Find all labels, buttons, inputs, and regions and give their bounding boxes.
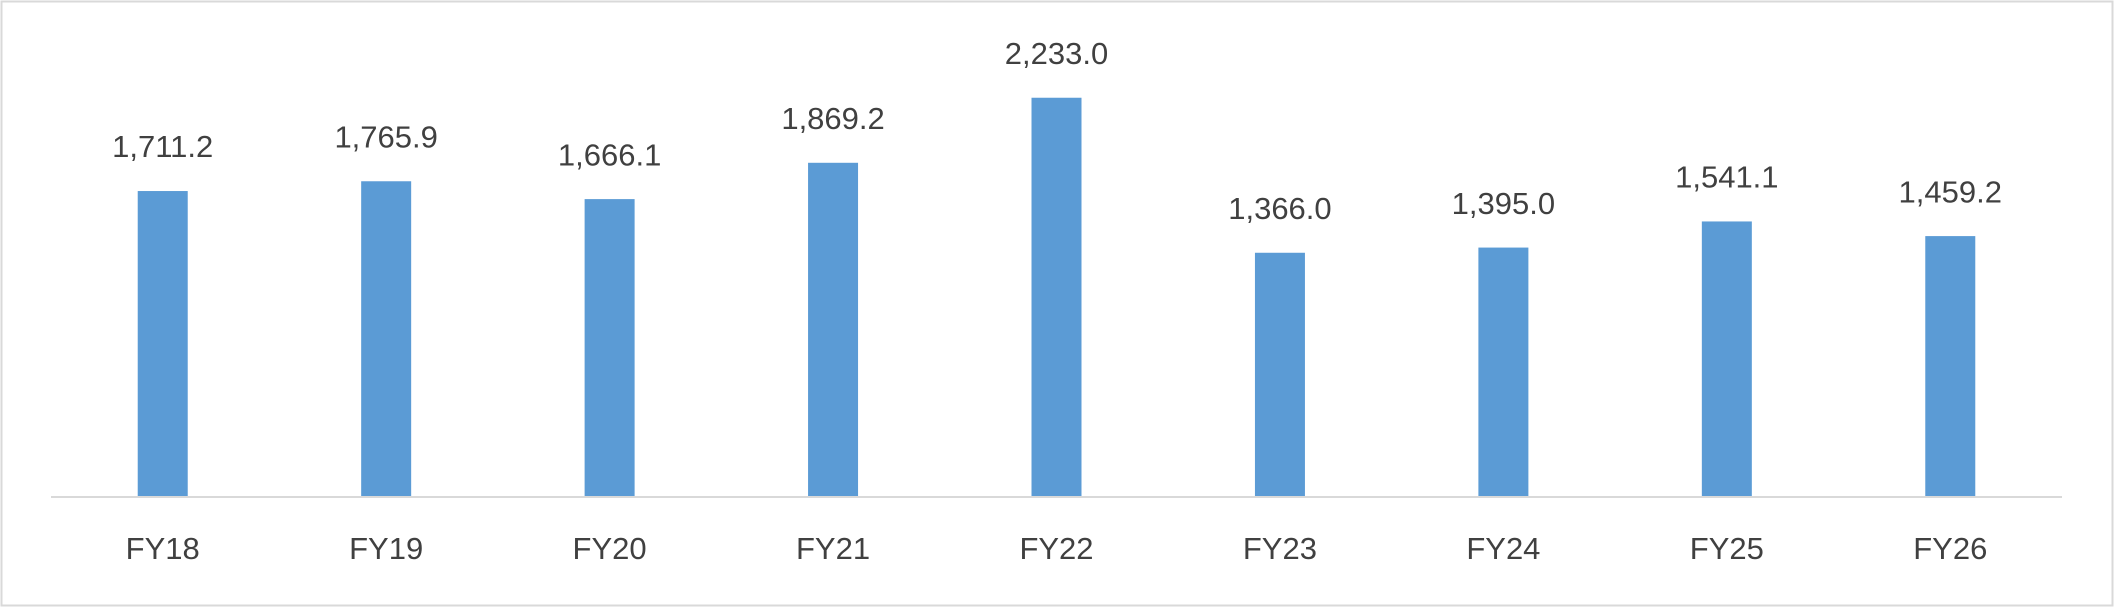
- data-label: 2,233.0: [1005, 36, 1108, 71]
- x-tick-label: FY21: [796, 531, 870, 566]
- data-label: 1,666.1: [558, 137, 661, 172]
- data-label: 1,541.1: [1675, 160, 1778, 195]
- data-label: 1,869.2: [781, 101, 884, 136]
- bar: [584, 199, 635, 497]
- x-tick-label: FY23: [1243, 531, 1317, 566]
- bar: [1701, 221, 1752, 497]
- data-label: 1,711.2: [112, 129, 213, 164]
- bar: [1925, 236, 1976, 498]
- bar: [1254, 252, 1305, 497]
- data-label: 1,765.9: [334, 119, 437, 154]
- bar: [1031, 97, 1082, 498]
- data-label: 1,395.0: [1452, 186, 1555, 221]
- x-tick-label: FY19: [349, 531, 423, 566]
- bar: [137, 191, 188, 497]
- x-tick-label: FY20: [573, 531, 647, 566]
- x-tick-label: FY24: [1466, 531, 1540, 566]
- x-tick-label: FY18: [126, 531, 200, 566]
- bar: [361, 181, 412, 497]
- data-label: 1,366.0: [1228, 191, 1331, 226]
- data-label: 1,459.2: [1899, 174, 2002, 209]
- bar: [1478, 247, 1529, 497]
- x-tick-label: FY26: [1913, 531, 1987, 566]
- bar: [808, 162, 859, 497]
- x-tick-label: FY22: [1019, 531, 1093, 566]
- x-tick-label: FY25: [1690, 531, 1764, 566]
